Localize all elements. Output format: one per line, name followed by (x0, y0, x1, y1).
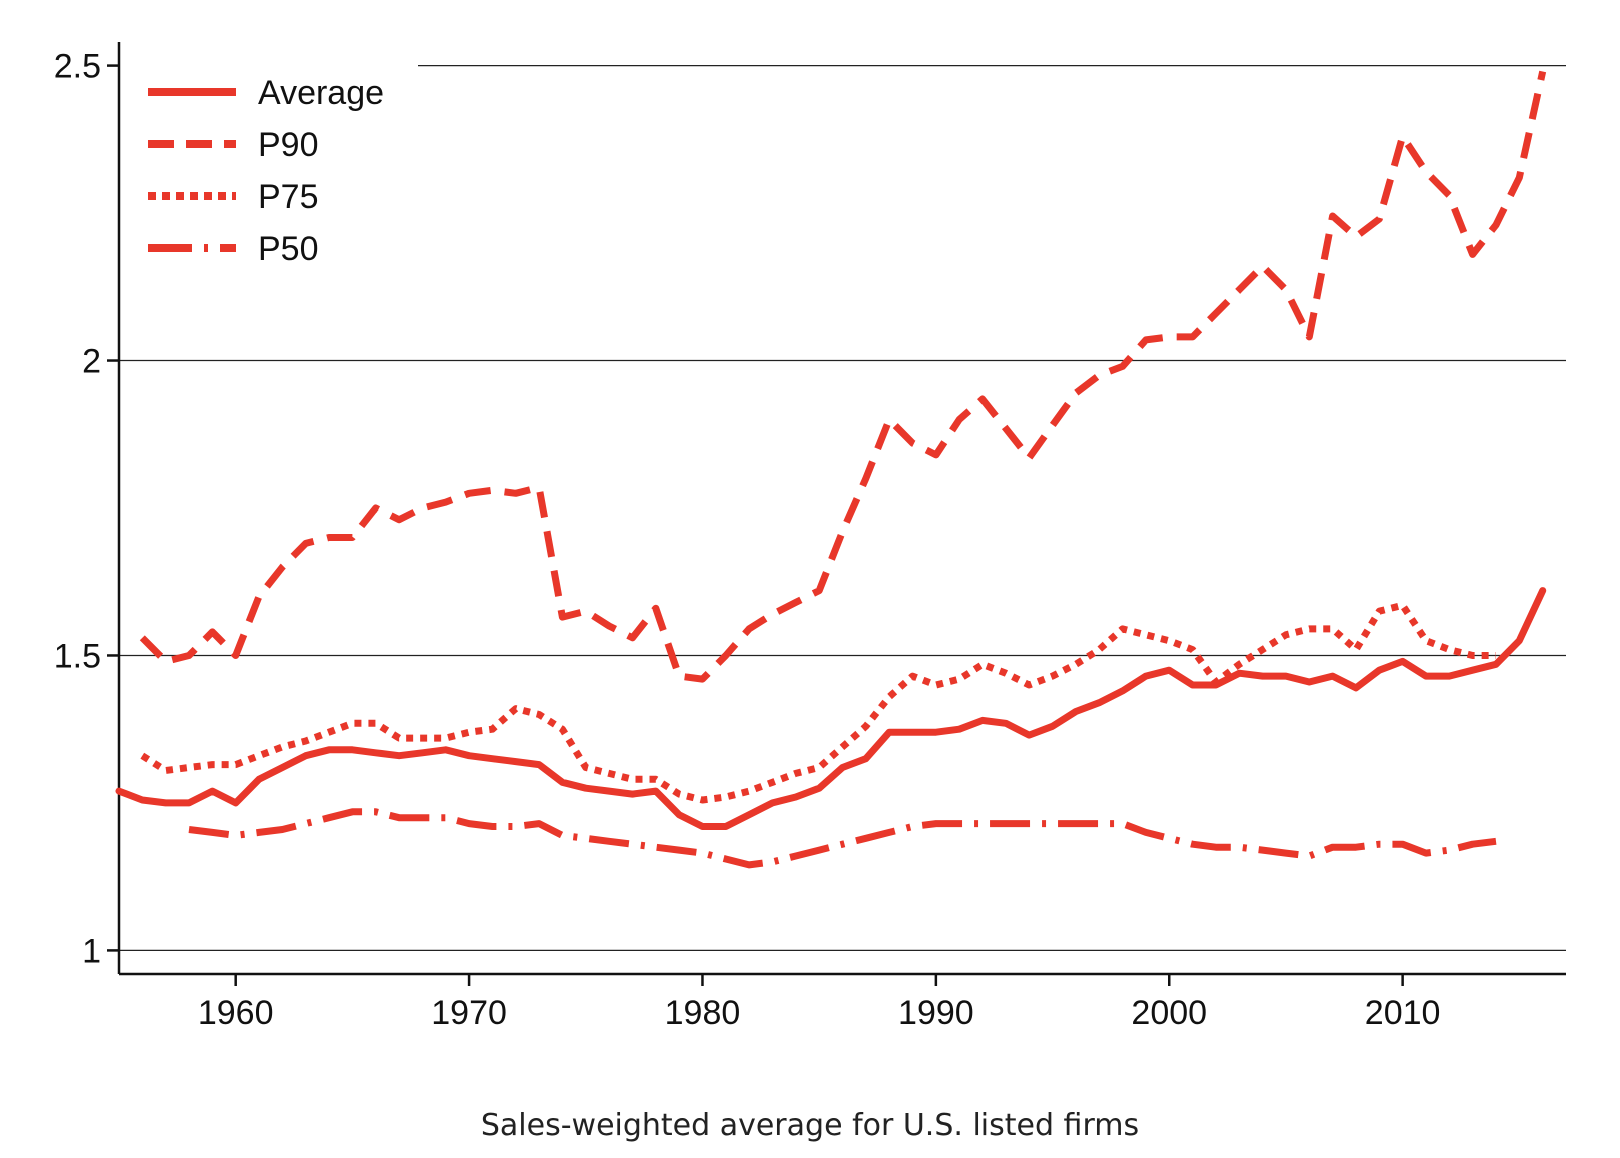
x-tick-label: 2010 (1365, 994, 1441, 1032)
y-tick-label: 2 (82, 343, 101, 381)
series-line-p50 (188, 808, 1497, 869)
x-ticks: 1960 1970 1980 1990 2000 2010 (198, 974, 1441, 1032)
series-line-p75 (140, 601, 1496, 804)
legend-label-p75: P75 (258, 178, 319, 216)
x-tick-label: 1960 (198, 994, 274, 1032)
x-tick-label: 1970 (431, 994, 507, 1032)
axes (117, 42, 1566, 976)
series-line-p90 (139, 70, 1547, 683)
gridlines (119, 64, 1566, 952)
line-chart: 1 1.5 2 2.5 1960 1970 1980 1990 2000 2010 Averag… (54, 42, 1566, 1032)
legend: Average P90 P75 P50 (148, 74, 384, 268)
series-line-average (115, 587, 1547, 830)
legend-label-average: Average (258, 74, 384, 112)
x-tick-label: 1980 (665, 994, 741, 1032)
series-layer (115, 70, 1547, 869)
legend-label-p90: P90 (258, 126, 319, 164)
x-tick-label: 2000 (1131, 994, 1207, 1032)
legend-label-p50: P50 (258, 230, 319, 268)
y-ticks: 1 1.5 2 2.5 (54, 48, 119, 970)
x-tick-label: 1990 (898, 994, 974, 1032)
y-tick-label: 1.5 (54, 637, 101, 675)
y-tick-label: 1 (82, 932, 101, 970)
y-tick-label: 2.5 (54, 48, 101, 86)
chart-caption: Sales-weighted average for U.S. listed f… (480, 1108, 1140, 1143)
